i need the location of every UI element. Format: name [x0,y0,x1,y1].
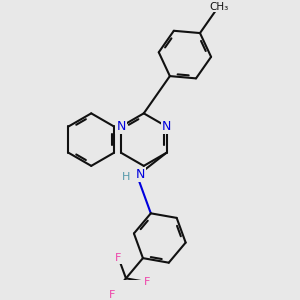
Text: F: F [144,277,151,287]
Text: N: N [162,120,171,133]
Text: F: F [115,253,122,263]
Text: F: F [109,290,115,300]
Text: H: H [122,172,130,182]
Text: N: N [116,120,126,133]
Text: N: N [136,168,145,181]
Text: CH₃: CH₃ [209,2,228,12]
